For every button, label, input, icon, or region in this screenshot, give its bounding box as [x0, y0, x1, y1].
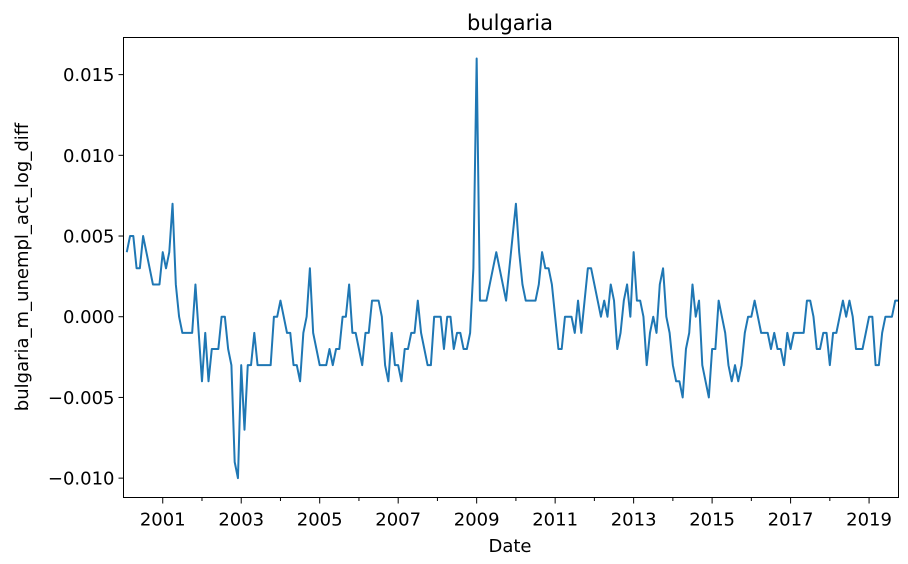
x-tick-label: 2009	[454, 510, 500, 531]
y-tick-label: 0.000	[63, 307, 115, 328]
x-tick-label: 2013	[611, 510, 657, 531]
y-tick-label: −0.010	[48, 469, 115, 490]
x-axis: 2001 2003 2005 2007 2009 2011 2013 2015 2017 2019	[140, 497, 892, 531]
plot-frame	[123, 37, 899, 498]
series-line	[125, 57, 899, 480]
x-tick-label: 2019	[846, 510, 892, 531]
y-axis-label: bulgaria_m_unempl_act_log_diff	[12, 122, 33, 411]
y-tick-label: 0.010	[63, 146, 115, 167]
x-axis-label: Date	[488, 536, 531, 557]
y-tick-label: 0.015	[63, 65, 115, 86]
chart-title: bulgaria	[467, 11, 553, 35]
y-tick-label: 0.005	[63, 227, 115, 248]
x-tick-label: 2001	[140, 510, 186, 531]
x-tick-label: 2005	[297, 510, 343, 531]
y-axis: −0.010 −0.005 0.000 0.005 0.010 0.015	[48, 65, 124, 490]
x-tick-label: 2007	[375, 510, 421, 531]
y-tick-label: −0.005	[48, 388, 115, 409]
x-tick-label: 2015	[689, 510, 735, 531]
x-tick-label: 2003	[218, 510, 264, 531]
x-tick-label: 2011	[532, 510, 578, 531]
x-tick-label: 2017	[768, 510, 814, 531]
